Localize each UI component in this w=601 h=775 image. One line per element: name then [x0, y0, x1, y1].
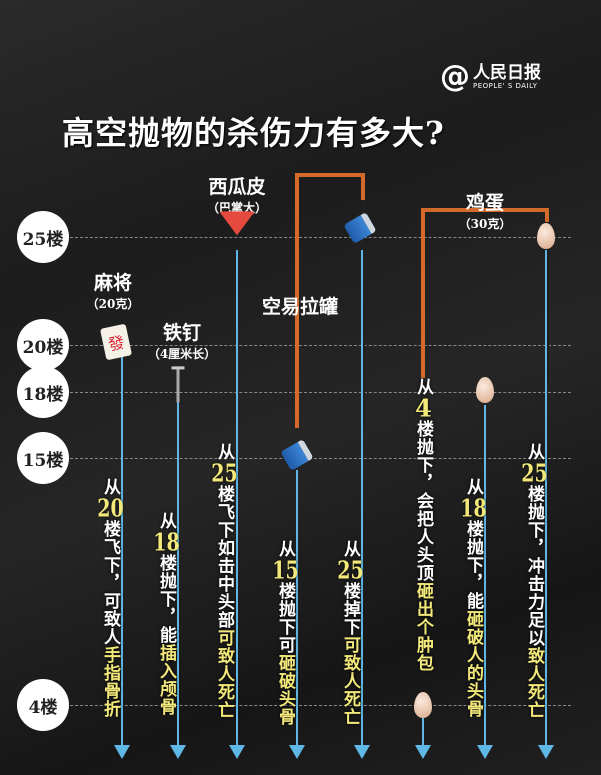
nail-label: 铁钉 （4厘米长）	[147, 322, 217, 361]
floor-line-15	[70, 458, 571, 459]
page-title: 高空抛物的杀伤力有多大?	[62, 114, 445, 152]
mahjong-tile-icon: 發	[99, 323, 133, 361]
arrow-egg-18	[477, 405, 493, 759]
logo-en: PEOPLE' S DAILY	[473, 81, 538, 90]
floor-25: 25楼	[17, 211, 69, 263]
egg-bracket	[421, 208, 549, 378]
logo-at: @	[440, 59, 470, 94]
can-label: 空易拉罐	[261, 296, 339, 318]
egg-label: 鸡蛋 （30克）	[458, 192, 512, 231]
arrow-nail	[170, 385, 186, 759]
floor-20: 20楼	[17, 319, 69, 371]
floor-15: 15楼	[17, 432, 69, 484]
caption-mahjong: 从20楼飞下，可致人手指骨折	[97, 478, 124, 718]
floor-line-18	[70, 392, 571, 393]
caption-nail: 从18楼抛下，能插入颅骨	[153, 512, 180, 716]
can-icon-15	[280, 438, 314, 472]
arrow-can-25	[354, 250, 370, 759]
peoples-daily-logo: @ 人民日报 PEOPLE' S DAILY	[440, 62, 541, 92]
egg-icon-18	[476, 377, 494, 403]
caption-egg-25: 从25楼抛下，冲击力足以致人死亡	[521, 443, 548, 719]
arrow-egg-4	[415, 718, 431, 759]
melon-label: 西瓜皮 （巴掌大）	[206, 176, 268, 215]
caption-can-15: 从15楼抛下可砸破头骨	[272, 540, 299, 726]
egg-icon-25	[537, 223, 555, 249]
watermelon-icon	[219, 211, 255, 236]
egg-icon-4	[414, 692, 432, 718]
floor-18: 18楼	[17, 366, 69, 418]
arrow-egg-25	[538, 250, 554, 759]
logo-cn: 人民日报	[473, 62, 541, 83]
floor-4: 4楼	[17, 679, 69, 731]
arrow-mahjong	[114, 355, 130, 759]
mahjong-label: 麻将 （20克）	[86, 272, 140, 311]
floor-line-25	[70, 237, 571, 238]
caption-melon: 从25楼飞下如击中头部可致人死亡	[211, 443, 238, 719]
caption-can-25: 从25楼掉下可致人死亡	[337, 540, 364, 726]
arrow-can-15	[289, 470, 305, 759]
caption-egg-18: 从18楼抛下，能砸破人的头骨	[460, 478, 487, 718]
arrow-melon	[229, 250, 245, 759]
caption-egg-4: 从4楼抛下，会把人头顶砸出个肿包	[413, 378, 433, 672]
floor-line-20	[70, 345, 571, 346]
nail-icon	[171, 366, 185, 403]
floor-line-4	[70, 705, 571, 706]
